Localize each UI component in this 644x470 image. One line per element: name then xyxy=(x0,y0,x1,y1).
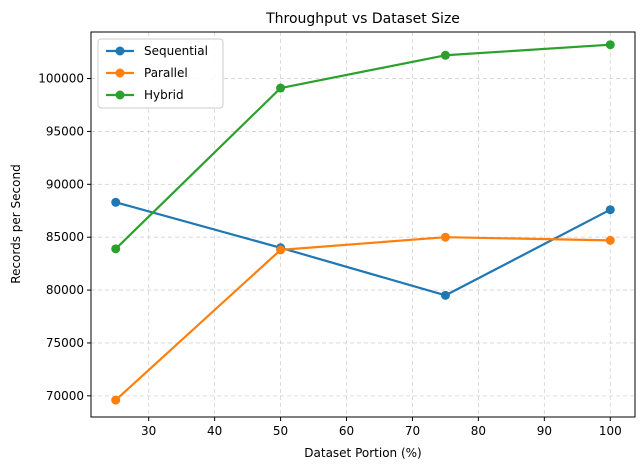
y-axis-ticks: 70000 75000 80000 85000 90000 95000 100000 xyxy=(38,72,91,403)
data-point-parallel xyxy=(276,245,286,255)
x-tick-label: 50 xyxy=(273,424,288,438)
legend-swatch-marker xyxy=(115,46,125,56)
x-tick-label: 60 xyxy=(339,424,354,438)
x-tick-label: 40 xyxy=(207,424,222,438)
data-point-sequential xyxy=(440,290,450,300)
data-point-hybrid xyxy=(276,83,286,93)
data-point-parallel xyxy=(605,235,615,245)
y-tick-label: 75000 xyxy=(46,336,84,350)
series-hybrid xyxy=(111,40,615,254)
x-tick-label: 90 xyxy=(537,424,552,438)
legend-label: Parallel xyxy=(144,66,188,80)
legend-item: Sequential xyxy=(106,44,208,58)
x-axis-label: Dataset Portion (%) xyxy=(304,446,421,460)
data-point-parallel xyxy=(111,395,121,405)
data-point-hybrid xyxy=(111,244,121,254)
legend: Sequential Parallel Hybrid xyxy=(97,38,224,109)
data-point-sequential xyxy=(111,197,121,207)
legend-swatch-marker xyxy=(115,68,125,78)
series-line-hybrid xyxy=(114,43,611,250)
legend-label: Hybrid xyxy=(144,88,184,102)
y-tick-label: 70000 xyxy=(46,389,84,403)
y-tick-label: 100000 xyxy=(38,72,84,86)
series-sequential xyxy=(111,197,615,300)
y-tick-label: 90000 xyxy=(46,177,84,191)
y-tick-label: 95000 xyxy=(46,124,84,138)
x-tick-label: 80 xyxy=(471,424,486,438)
x-axis-ticks: 30 40 50 60 70 80 90 100 xyxy=(141,417,622,438)
y-tick-label: 80000 xyxy=(46,283,84,297)
series-line-parallel xyxy=(114,236,611,401)
data-point-sequential xyxy=(605,205,615,215)
data-point-hybrid xyxy=(605,40,615,50)
series-parallel xyxy=(111,232,615,405)
x-tick-label: 70 xyxy=(405,424,420,438)
series-line-sequential xyxy=(115,201,611,297)
data-point-hybrid xyxy=(440,50,450,60)
series-group xyxy=(111,40,615,405)
legend-label: Sequential xyxy=(144,44,208,58)
plot-area-frame xyxy=(90,31,636,418)
x-tick-label: 30 xyxy=(141,424,156,438)
data-point-parallel xyxy=(440,232,450,242)
legend-item: Parallel xyxy=(106,66,188,80)
legend-item: Hybrid xyxy=(106,88,184,102)
legend-box xyxy=(97,38,224,109)
y-axis-label: Records per Second xyxy=(9,164,23,283)
y-tick-label: 85000 xyxy=(46,230,84,244)
x-tick-label: 100 xyxy=(599,424,622,438)
chart-title: Throughput vs Dataset Size xyxy=(265,11,460,27)
legend-swatch-marker xyxy=(115,90,125,100)
